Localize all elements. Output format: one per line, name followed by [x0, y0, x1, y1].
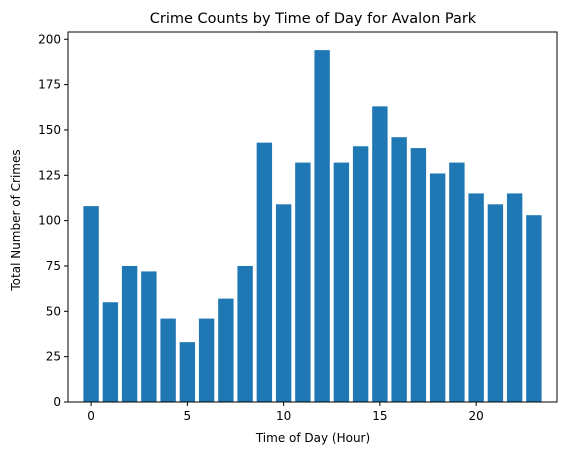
x-tick-label: 15: [372, 409, 387, 423]
bar-hour-3: [141, 271, 157, 402]
y-tick-label: 150: [38, 123, 61, 137]
y-tick-label: 75: [46, 259, 61, 273]
bar-hour-14: [352, 146, 369, 402]
y-tick-label: 0: [53, 395, 61, 409]
bars-group: [83, 50, 542, 403]
bar-hour-22: [506, 193, 523, 402]
x-tick-label: 5: [184, 409, 192, 423]
y-tick-label: 100: [38, 214, 61, 228]
bar-hour-12: [314, 50, 330, 402]
bar-hour-13: [333, 162, 350, 402]
y-tick-label: 125: [38, 168, 61, 182]
bar-hour-11: [295, 162, 311, 402]
y-axis-label: Total Number of Crimes: [9, 149, 23, 291]
y-tick-label: 175: [38, 78, 61, 92]
bar-hour-20: [468, 193, 484, 402]
bar-hour-2: [121, 265, 138, 402]
chart-title: Crime Counts by Time of Day for Avalon P…: [150, 11, 477, 27]
x-axis: 0 5 10 15 20: [87, 402, 484, 423]
bar-hour-0: [83, 206, 99, 402]
bar-hour-23: [526, 215, 542, 402]
y-tick-label: 50: [46, 304, 61, 318]
bar-hour-6: [198, 318, 215, 402]
bar-hour-1: [102, 302, 119, 402]
bar-hour-9: [256, 142, 273, 402]
bar-hour-21: [487, 204, 504, 402]
bar-hour-10: [275, 204, 292, 402]
bar-hour-17: [410, 148, 427, 402]
y-tick-label: 25: [46, 350, 61, 364]
bar-hour-15: [372, 106, 388, 403]
x-tick-label: 20: [469, 409, 484, 423]
plot-frame: [67, 31, 558, 403]
x-axis-label: Time of Day (Hour): [255, 431, 370, 445]
bar-hour-8: [237, 265, 253, 402]
y-axis: 0 25 50 75 100 125 150 175 200: [38, 32, 68, 409]
bar-hour-5: [179, 342, 196, 402]
x-tick-label: 0: [87, 409, 95, 423]
bar-hour-19: [449, 162, 465, 402]
bar-hour-18: [429, 173, 446, 402]
x-tick-label: 10: [276, 409, 291, 423]
bar-hour-7: [218, 298, 234, 402]
bar-hour-16: [391, 137, 407, 402]
bar-hour-4: [160, 318, 176, 402]
y-tick-label: 200: [38, 32, 61, 46]
